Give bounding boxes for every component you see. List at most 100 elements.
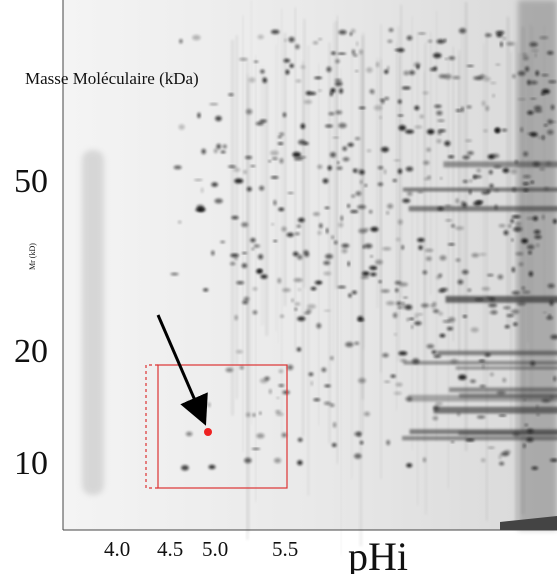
arrow bbox=[156, 314, 208, 426]
gel-texture bbox=[491, 310, 498, 315]
gel-texture bbox=[323, 260, 331, 265]
gel-texture bbox=[426, 344, 435, 349]
gel-texture bbox=[386, 301, 395, 306]
gel-texture bbox=[502, 168, 510, 174]
gel-texture bbox=[403, 296, 408, 299]
gel-texture bbox=[278, 384, 285, 387]
gel-texture bbox=[512, 74, 516, 79]
gel-background bbox=[63, 0, 557, 530]
gel-texture bbox=[481, 458, 486, 463]
gel-texture bbox=[400, 4, 403, 299]
gel-texture bbox=[244, 457, 252, 464]
gel-texture bbox=[352, 290, 357, 295]
gel-texture bbox=[523, 443, 526, 448]
gel-texture bbox=[395, 382, 403, 387]
gel-texture bbox=[301, 61, 305, 437]
gel-texture bbox=[513, 322, 518, 326]
gel-texture bbox=[310, 286, 317, 291]
gel-texture bbox=[432, 52, 442, 59]
gel-texture bbox=[287, 364, 294, 371]
gel-texture bbox=[256, 268, 263, 274]
gel-texture bbox=[294, 7, 296, 353]
gel-texture bbox=[397, 168, 403, 174]
gel-texture bbox=[370, 272, 377, 277]
gel-texture bbox=[414, 125, 423, 129]
gel-texture bbox=[439, 255, 447, 261]
gel-texture bbox=[253, 244, 261, 248]
gel-texture bbox=[278, 369, 283, 373]
gel-texture bbox=[387, 203, 394, 209]
gel-texture bbox=[256, 433, 265, 439]
gel-texture bbox=[489, 297, 496, 301]
gel-texture bbox=[269, 150, 279, 156]
gel-texture bbox=[387, 39, 393, 43]
gel-texture bbox=[494, 127, 501, 133]
gel-texture bbox=[496, 390, 506, 395]
gel-texture bbox=[435, 10, 438, 442]
gel-texture bbox=[424, 41, 428, 515]
gel-texture bbox=[447, 155, 455, 159]
gel-texture bbox=[452, 46, 454, 342]
gel-texture bbox=[259, 411, 262, 415]
gel-texture bbox=[423, 71, 425, 443]
gel-texture bbox=[499, 461, 505, 466]
gel-texture bbox=[273, 200, 277, 206]
gel-texture bbox=[445, 295, 557, 303]
gel-texture bbox=[390, 374, 396, 378]
gel-texture bbox=[271, 157, 278, 160]
gel-texture bbox=[542, 214, 545, 220]
gel-texture bbox=[466, 65, 474, 67]
gel-texture bbox=[539, 36, 549, 39]
gel-texture bbox=[293, 278, 303, 282]
gel-texture bbox=[329, 403, 335, 407]
gel-texture bbox=[340, 215, 344, 221]
gel-texture bbox=[416, 31, 419, 506]
gel-texture bbox=[318, 89, 322, 92]
gel-texture bbox=[364, 243, 373, 249]
gel-texture bbox=[426, 129, 435, 135]
gel-texture bbox=[305, 309, 312, 314]
x-tick-label: 5.5 bbox=[272, 537, 298, 561]
gel-texture bbox=[542, 311, 547, 314]
gel-texture bbox=[458, 431, 557, 436]
gel-texture bbox=[529, 132, 538, 137]
gel-texture bbox=[414, 321, 422, 326]
gel-texture bbox=[425, 256, 432, 261]
gel-texture bbox=[395, 237, 401, 242]
gel-texture bbox=[528, 271, 533, 277]
gel-texture bbox=[444, 140, 451, 147]
gel-texture bbox=[300, 123, 306, 129]
gel-texture bbox=[253, 60, 259, 63]
gel-texture bbox=[480, 73, 484, 78]
gel-texture bbox=[510, 168, 517, 175]
gel-texture bbox=[366, 67, 373, 73]
gel-texture bbox=[408, 394, 557, 402]
gel-texture bbox=[369, 89, 374, 94]
gel-texture bbox=[245, 155, 253, 159]
gel-texture bbox=[351, 194, 356, 198]
gel-texture bbox=[384, 97, 389, 100]
gel-texture bbox=[534, 235, 542, 240]
gel-texture bbox=[317, 230, 322, 235]
gel-texture bbox=[396, 48, 405, 53]
gel-texture bbox=[250, 165, 256, 167]
gel-texture bbox=[547, 119, 553, 125]
gel-texture bbox=[234, 257, 238, 260]
gel-texture bbox=[220, 150, 226, 154]
gel-texture bbox=[461, 27, 464, 318]
gel-texture bbox=[521, 286, 525, 290]
gel-texture bbox=[363, 411, 370, 417]
gel-texture bbox=[529, 80, 538, 85]
gel-texture bbox=[392, 179, 397, 182]
gel-texture bbox=[330, 88, 336, 93]
gel-texture bbox=[312, 41, 319, 45]
gel-texture bbox=[523, 151, 529, 157]
gel-texture bbox=[400, 358, 407, 363]
gel-texture bbox=[260, 274, 268, 279]
gel-texture bbox=[277, 278, 282, 284]
gel-texture bbox=[275, 412, 284, 416]
gel-texture bbox=[170, 272, 179, 276]
highlighted-spot bbox=[204, 428, 212, 436]
gel-texture bbox=[397, 26, 400, 362]
gel-texture bbox=[357, 205, 367, 209]
